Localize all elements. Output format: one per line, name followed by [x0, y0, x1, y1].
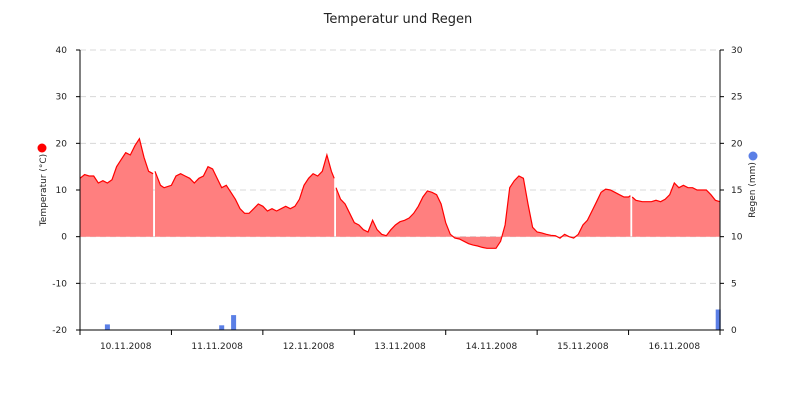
- y2-tick-label: 5: [731, 279, 737, 289]
- temperature-area-segment: [336, 176, 631, 249]
- y2-tick-label: 15: [731, 186, 742, 196]
- rain-legend-marker: [748, 151, 758, 161]
- rain-bar: [219, 325, 225, 330]
- temperature-line-segment: [79, 137, 154, 184]
- x-tick-label: 12.11.2008: [283, 342, 335, 352]
- temperature-area: [79, 137, 721, 249]
- y2-tick-label: 10: [731, 233, 743, 243]
- right-axis-ticks: 0 5 10 15 20 25 30: [720, 46, 743, 336]
- x-axis-ticks: 10.11.2008 11.11.2008 12.11.2008 13.11.2008…: [79, 330, 721, 352]
- y2-tick-label: 25: [731, 93, 742, 103]
- x-tick-label: 13.11.2008: [374, 342, 426, 352]
- rain-bar: [715, 309, 721, 330]
- y-tick-label: 20: [56, 139, 68, 149]
- rain-bars: [104, 309, 721, 330]
- x-tick-label: 15.11.2008: [557, 342, 609, 352]
- temperature-line-segment: [631, 181, 721, 203]
- temperature-line-segment: [154, 152, 335, 214]
- y-tick-label: 40: [56, 46, 68, 56]
- temperature-legend-marker: [37, 143, 47, 153]
- y-tick-label: 0: [61, 233, 67, 243]
- x-tick-label: 16.11.2008: [649, 342, 701, 352]
- temperature-area-segment: [80, 138, 154, 237]
- y2-tick-label: 20: [731, 139, 743, 149]
- x-tick-label: 10.11.2008: [100, 342, 152, 352]
- y-tick-label: -10: [52, 279, 67, 289]
- left-axis-ticks: -20 -10 0 10 20 30 40: [52, 46, 80, 336]
- y-tick-label: 10: [56, 186, 68, 196]
- temperature-area-segment: [155, 155, 335, 237]
- x-tick-label: 11.11.2008: [191, 342, 243, 352]
- grid-lines: [80, 49, 720, 284]
- rain-bar: [231, 315, 237, 330]
- temperature-area-segment: [632, 183, 720, 237]
- chart-title: Temperatur und Regen: [323, 12, 473, 27]
- y2-axis-label: Regen (mm): [748, 162, 758, 218]
- x-tick-label: 14.11.2008: [466, 342, 518, 352]
- temperature-line-segment: [335, 175, 631, 249]
- y2-tick-label: 0: [731, 326, 737, 336]
- y2-tick-label: 30: [731, 46, 743, 56]
- y-tick-label: 30: [56, 93, 68, 103]
- rain-bar: [104, 324, 110, 330]
- y-tick-label: -20: [52, 326, 67, 336]
- y-axis-label: Temperatur (°C): [39, 154, 49, 227]
